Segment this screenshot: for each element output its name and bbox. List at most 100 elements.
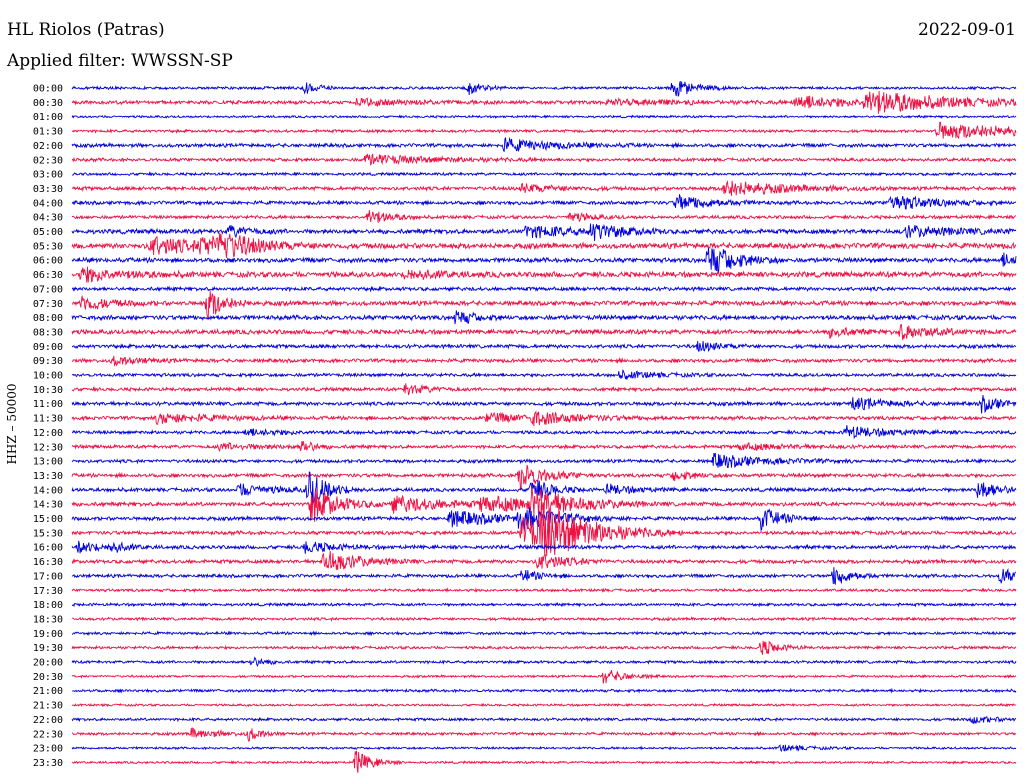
time-tick-label: 21:00 — [33, 686, 63, 697]
time-tick-label: 17:30 — [33, 586, 63, 597]
time-tick-label: 14:30 — [33, 500, 63, 511]
trace-row — [71, 452, 1017, 469]
trace-row — [71, 194, 1017, 210]
time-tick-label: 13:30 — [33, 471, 63, 482]
time-tick-label: 19:00 — [33, 629, 63, 640]
time-tick-label: 08:30 — [33, 327, 63, 338]
trace-row — [71, 121, 1017, 139]
trace-row — [71, 464, 1017, 491]
trace-row — [71, 323, 1017, 341]
time-tick-label: 20:30 — [33, 672, 63, 683]
trace-row — [71, 656, 1017, 668]
time-tick-label: 23:30 — [33, 758, 63, 769]
trace-row — [71, 630, 1017, 637]
time-tick-label: 04:30 — [33, 213, 63, 224]
time-tick-label: 06:00 — [33, 256, 63, 267]
trace-row — [71, 180, 1017, 196]
station-title: HL Riolos (Patras) — [7, 20, 165, 40]
trace-row — [71, 440, 1017, 453]
time-tick-label: 23:00 — [33, 744, 63, 755]
trace-row — [71, 383, 1017, 396]
time-tick-label: 04:00 — [33, 198, 63, 209]
trace-row — [71, 210, 1017, 223]
trace-row — [71, 616, 1017, 623]
time-tick-label: 18:00 — [33, 600, 63, 611]
time-tick-label: 22:30 — [33, 729, 63, 740]
time-tick-label: 00:30 — [33, 98, 63, 109]
trace-row — [71, 702, 1017, 708]
time-tick-label: 07:00 — [33, 284, 63, 295]
trace-row — [71, 114, 1017, 119]
time-tick-label: 05:00 — [33, 227, 63, 238]
time-tick-label: 10:30 — [33, 385, 63, 396]
trace-row — [71, 369, 1017, 380]
trace-row — [71, 425, 1017, 440]
time-tick-label: 09:00 — [33, 342, 63, 353]
trace-row — [71, 341, 1017, 353]
trace-row — [71, 716, 1017, 724]
time-tick-label: 19:30 — [33, 643, 63, 654]
trace-row — [71, 470, 1017, 505]
time-tick-label: 01:30 — [33, 127, 63, 138]
trace-row — [71, 410, 1017, 427]
trace-row — [71, 727, 1017, 742]
seismic-traces — [71, 80, 1017, 773]
time-tick-label: 08:00 — [33, 313, 63, 324]
time-tick-label: 00:00 — [33, 84, 63, 95]
trace-row — [71, 355, 1017, 367]
time-tick-label: 10:00 — [33, 371, 63, 382]
trace-row — [71, 136, 1017, 153]
time-tick-label: 16:00 — [33, 543, 63, 554]
trace-row — [71, 90, 1017, 114]
trace-row — [71, 744, 1017, 753]
trace-row — [71, 551, 1017, 570]
time-tick-label: 11:00 — [33, 399, 63, 410]
time-tick-label: 12:00 — [33, 428, 63, 439]
trace-row — [71, 587, 1017, 594]
time-tick-label: 17:00 — [33, 571, 63, 582]
time-tick-label: 01:00 — [33, 112, 63, 123]
filter-label: Applied filter: WWSSN-SP — [7, 51, 233, 71]
time-tick-label: 15:00 — [33, 514, 63, 525]
time-tick-label: 13:00 — [33, 457, 63, 468]
trace-row — [71, 153, 1017, 166]
time-tick-label: 02:00 — [33, 141, 63, 152]
time-tick-label: 05:30 — [33, 241, 63, 252]
trace-row — [71, 640, 1017, 655]
time-tick-label: 18:30 — [33, 614, 63, 625]
time-tick-label: 15:30 — [33, 528, 63, 539]
trace-row — [71, 670, 1017, 684]
trace-row — [71, 601, 1017, 608]
trace-row — [71, 248, 1017, 274]
time-tick-label: 03:00 — [33, 170, 63, 181]
trace-row — [71, 567, 1017, 586]
trace-row — [71, 232, 1017, 258]
time-tick-label: 21:30 — [33, 701, 63, 712]
trace-row — [71, 750, 1017, 773]
time-tick-labels: 00:00 00:30 01:00 01:30 02:00 02:30 03:00 03:30… — [33, 84, 63, 769]
date-label: 2022-09-01 — [917, 20, 1016, 40]
trace-row — [71, 502, 1017, 557]
trace-row — [71, 223, 1017, 242]
time-tick-label: 03:30 — [33, 184, 63, 195]
time-tick-label: 14:00 — [33, 485, 63, 496]
time-tick-label: 22:00 — [33, 715, 63, 726]
trace-row — [71, 266, 1017, 283]
trace-row — [71, 540, 1017, 554]
trace-row — [71, 310, 1017, 325]
time-tick-label: 12:30 — [33, 442, 63, 453]
time-tick-label: 07:30 — [33, 299, 63, 310]
time-tick-label: 11:30 — [33, 414, 63, 425]
trace-row — [71, 394, 1017, 414]
trace-row — [71, 80, 1017, 97]
trace-row — [71, 171, 1017, 178]
trace-row — [71, 687, 1017, 694]
time-tick-label: 20:00 — [33, 658, 63, 669]
time-tick-label: 09:30 — [33, 356, 63, 367]
time-tick-label: 02:30 — [33, 155, 63, 166]
time-tick-label: 16:30 — [33, 557, 63, 568]
time-tick-label: 06:30 — [33, 270, 63, 281]
trace-row — [71, 285, 1017, 293]
trace-row — [71, 290, 1017, 321]
